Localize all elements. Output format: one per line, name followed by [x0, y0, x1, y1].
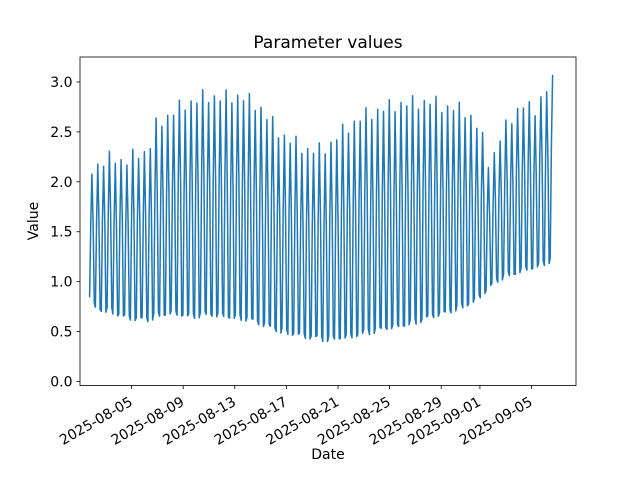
plot-area-border	[79, 56, 577, 386]
y-tick-label: 3.0	[50, 75, 72, 91]
x-axis-label: Date	[311, 447, 344, 463]
y-tick-label: 1.5	[50, 225, 72, 241]
y-tick-label: 2.5	[50, 125, 72, 141]
y-tick-label: 0.5	[50, 325, 72, 341]
y-tick-label: 2.0	[50, 175, 72, 191]
data-series	[88, 74, 554, 343]
y-tick-label: 1.0	[50, 275, 72, 291]
parameter-series-line	[88, 74, 554, 343]
y-axis-label: Value	[26, 202, 42, 240]
y-tick-label: 0.0	[50, 375, 72, 391]
chart-title: Parameter values	[253, 33, 402, 53]
